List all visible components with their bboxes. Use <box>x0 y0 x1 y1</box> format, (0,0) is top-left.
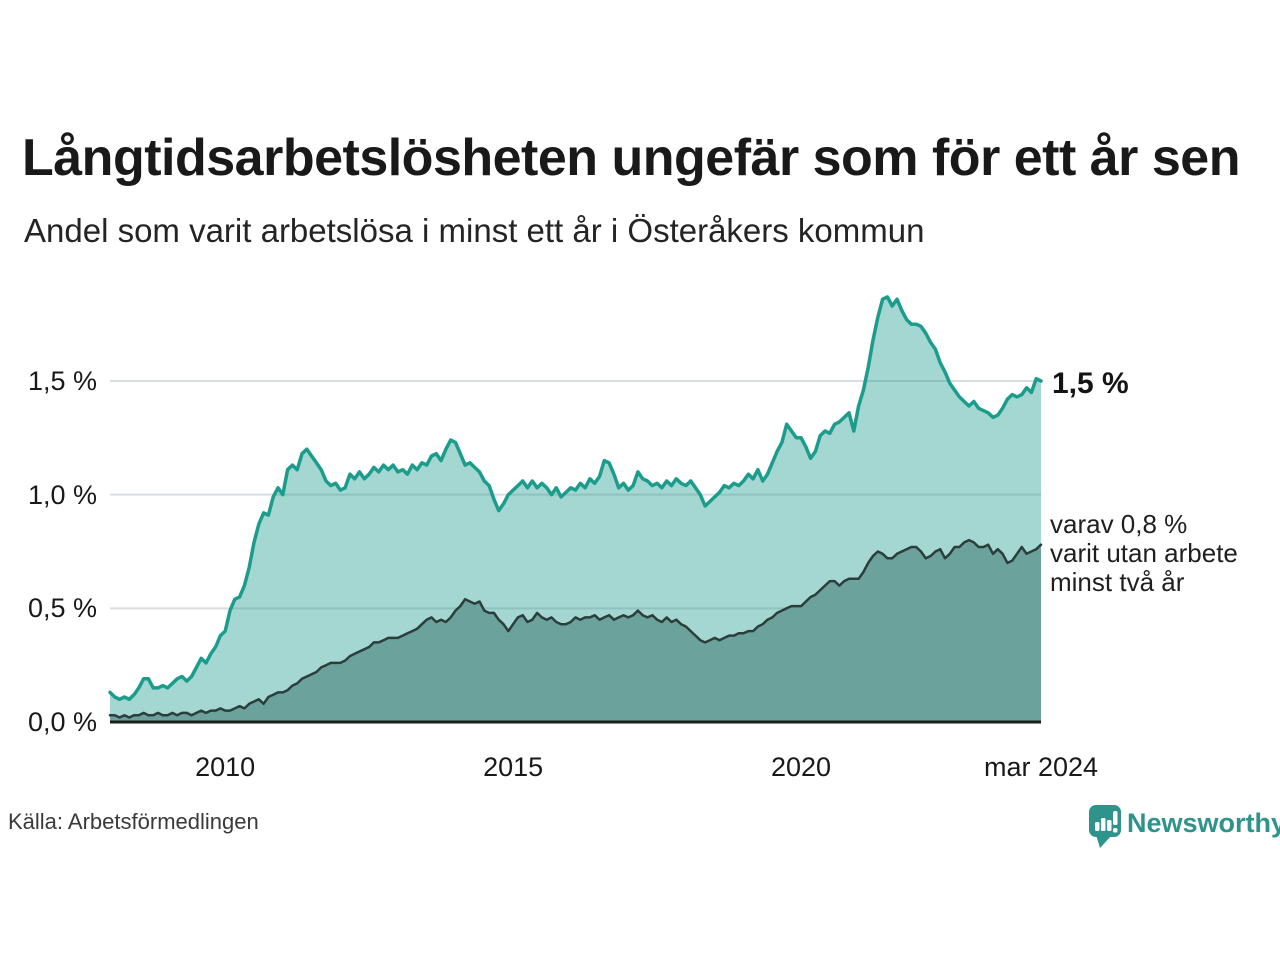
x-tick-label: 2010 <box>195 752 256 782</box>
x-tick-label: 2015 <box>483 752 544 782</box>
x-axis: 2010 2015 2020 mar 2024 <box>0 750 1280 790</box>
y-axis: 0,0 % 0,5 % 1,0 % 1,5 % <box>0 0 110 760</box>
chart-subtitle: Andel som varit arbetslösa i minst ett å… <box>24 212 925 249</box>
logo-wordmark: Newsworthy <box>1127 808 1280 838</box>
y-tick-label: 0,5 % <box>27 593 97 624</box>
series-end-value-label: 1,5 % <box>1052 367 1129 400</box>
series-line-0 <box>108 295 1043 702</box>
x-tick-label: 2020 <box>771 752 832 782</box>
series-area-1 <box>110 540 1041 722</box>
source-note: Källa: Arbetsförmedlingen <box>8 809 259 834</box>
y-tick-label: 0,0 % <box>27 707 97 737</box>
y-tick-label: 1,0 % <box>27 479 97 510</box>
x-tick-label: mar 2024 <box>983 752 1099 782</box>
annotation-line: minst två år <box>1050 567 1185 597</box>
secondary-series-annotation: varav 0,8 % varit utan arbete minst två … <box>1050 510 1238 597</box>
page-title: Långtidsarbetslösheten ungefär som för e… <box>22 129 1240 187</box>
series-line-1 <box>108 538 1043 719</box>
annotation-line: varit utan arbete <box>1050 538 1238 568</box>
newsworthy-logo: Newsworthy <box>1087 801 1280 851</box>
newsworthy-bubble-chart-icon <box>1089 805 1121 848</box>
y-tick-label: 1,5 % <box>27 366 97 396</box>
annotation-line: varav 0,8 % <box>1050 509 1188 539</box>
